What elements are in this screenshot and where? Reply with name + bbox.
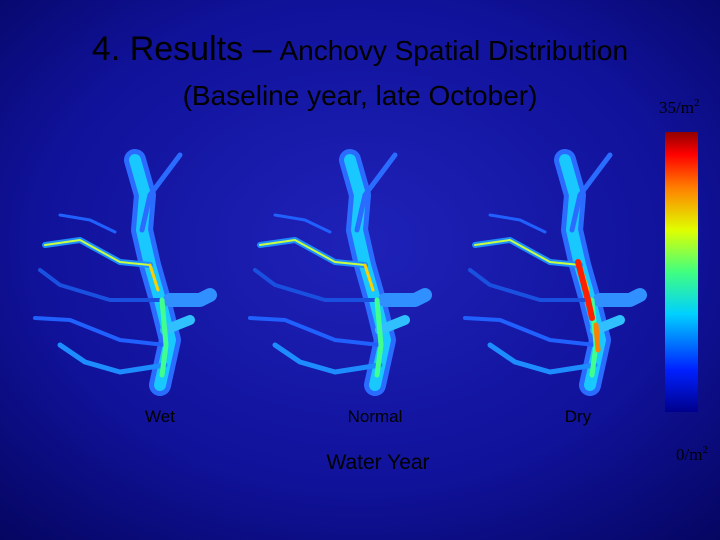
colorbar-min-sup: 2: [702, 444, 708, 456]
colorbar-min: 0/m2: [676, 444, 708, 464]
colorbar-min-text: 0/m: [676, 445, 702, 464]
axis-label: Water Year: [326, 451, 429, 474]
map-label: Wet: [145, 407, 175, 426]
title: 4. Results – Anchovy Spatial Distribution: [92, 30, 628, 68]
colorbar: [665, 132, 698, 412]
subtitle: (Baseline year, late October): [183, 80, 538, 111]
title-rest: Anchovy Spatial Distribution: [279, 35, 628, 66]
map-label: Dry: [565, 407, 592, 426]
dry-hotspots: [575, 259, 601, 353]
colorbar-max: 35/m2: [659, 97, 699, 117]
colorbar-max-text: 35/m: [659, 98, 694, 117]
title-main: 4. Results –: [92, 30, 272, 68]
map-label: Normal: [348, 407, 403, 426]
colorbar-max-sup: 2: [694, 97, 700, 109]
